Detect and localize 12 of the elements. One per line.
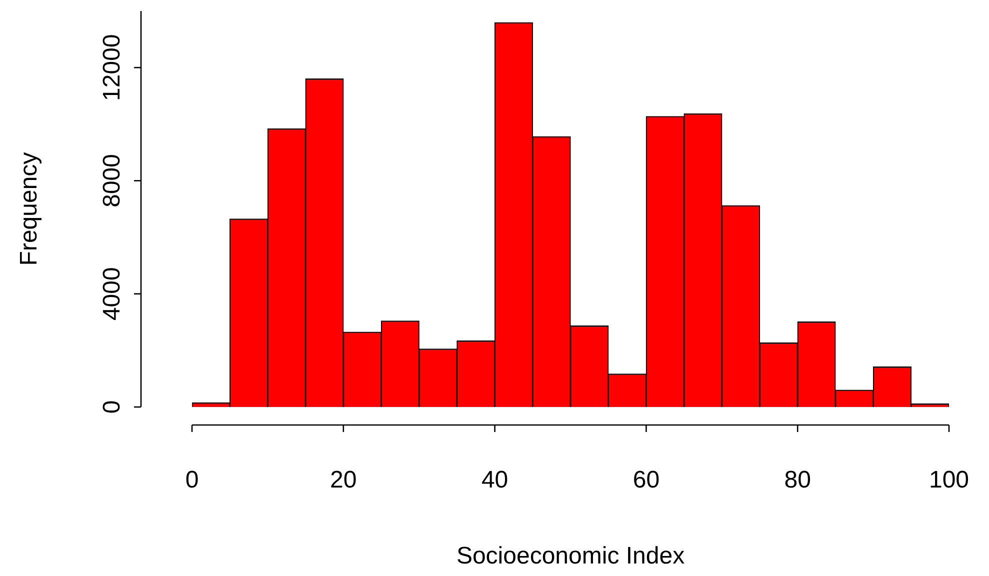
y-axis-title: Frequency <box>16 152 43 266</box>
x-tick-label: 80 <box>784 466 811 494</box>
x-axis-title: Socioeconomic Index <box>456 542 685 570</box>
y-tick-label: 12000 <box>98 34 126 101</box>
y-tick-label: 8000 <box>98 154 126 208</box>
x-tick-label: 0 <box>185 466 199 494</box>
x-tick-label: 60 <box>632 466 660 494</box>
y-tick-label: 4000 <box>98 267 126 321</box>
x-tick-label: 20 <box>330 466 357 494</box>
x-tick-label: 100 <box>928 466 970 494</box>
x-tick-label: 40 <box>481 466 508 494</box>
y-tick-label: 0 <box>98 400 126 414</box>
